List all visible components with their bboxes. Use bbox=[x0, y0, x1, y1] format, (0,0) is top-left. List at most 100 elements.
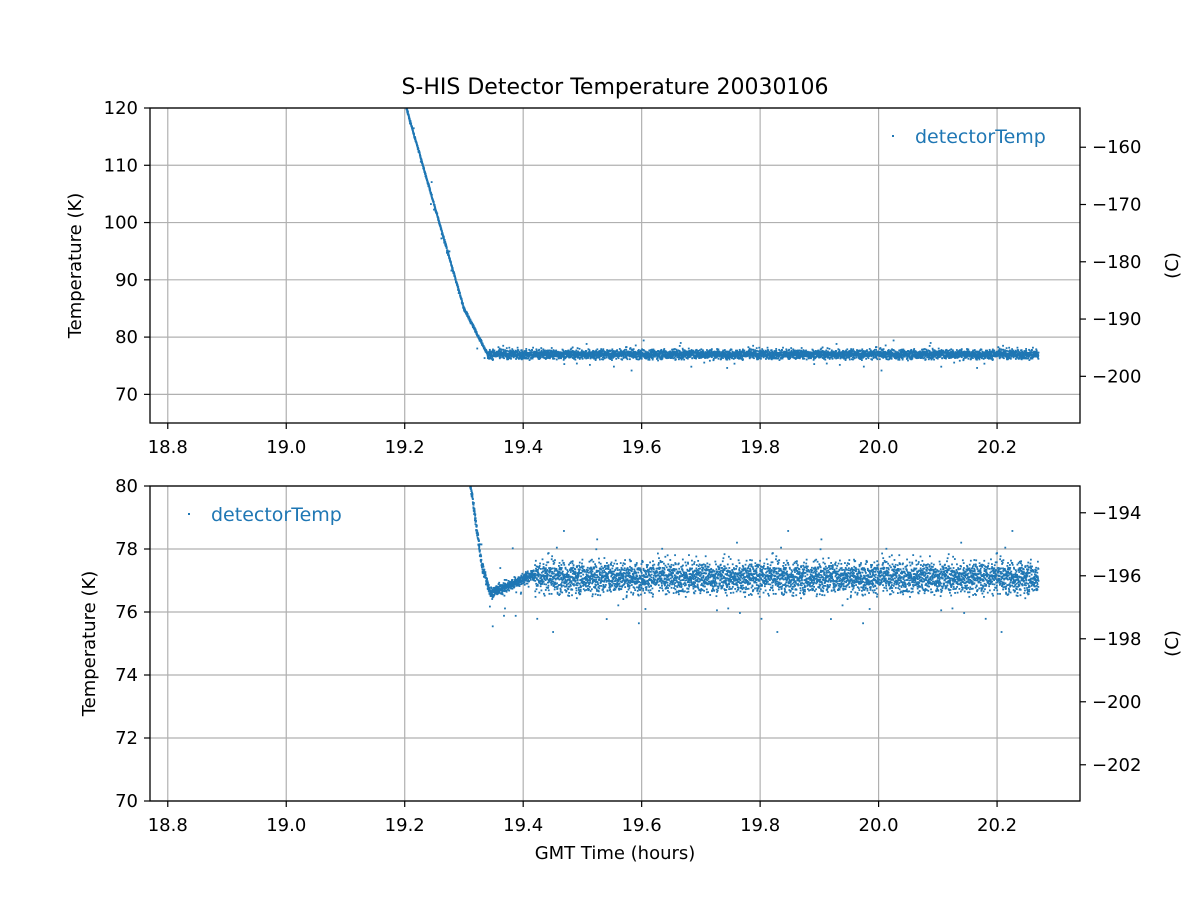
data-point bbox=[838, 363, 841, 366]
data-point bbox=[780, 351, 783, 354]
data-point bbox=[762, 349, 765, 352]
data-point bbox=[571, 353, 573, 355]
data-point bbox=[413, 133, 415, 136]
data-point bbox=[920, 351, 923, 354]
data-point bbox=[708, 359, 711, 362]
data-point bbox=[515, 349, 517, 352]
data-point bbox=[684, 355, 687, 358]
data-point bbox=[736, 353, 738, 355]
data-point bbox=[928, 353, 931, 356]
data-point bbox=[597, 356, 600, 359]
data-point bbox=[593, 356, 596, 359]
data-point bbox=[953, 361, 956, 364]
data-point bbox=[710, 348, 713, 351]
data-point bbox=[421, 163, 424, 166]
data-point bbox=[803, 357, 806, 360]
data-point bbox=[470, 320, 473, 323]
data-point bbox=[730, 348, 733, 351]
data-point bbox=[610, 357, 613, 360]
data-point bbox=[639, 353, 642, 356]
data-point bbox=[998, 355, 1001, 358]
data-point bbox=[624, 348, 626, 351]
data-point bbox=[425, 176, 428, 179]
data-point bbox=[712, 358, 715, 361]
data-point bbox=[498, 349, 501, 351]
data-point bbox=[679, 357, 682, 360]
data-point bbox=[502, 356, 504, 359]
data-point bbox=[582, 351, 585, 353]
data-point bbox=[417, 147, 420, 150]
data-point bbox=[461, 301, 464, 303]
data-point bbox=[668, 356, 670, 358]
data-point bbox=[407, 114, 410, 117]
data-point bbox=[698, 349, 701, 352]
data-point bbox=[914, 356, 917, 359]
data-point bbox=[655, 354, 658, 357]
data-point bbox=[914, 350, 917, 352]
data-point bbox=[794, 357, 796, 359]
data-point bbox=[498, 352, 500, 355]
data-point bbox=[732, 353, 735, 355]
data-point bbox=[1006, 352, 1009, 355]
data-point bbox=[602, 358, 604, 361]
data-point bbox=[831, 357, 834, 360]
data-point bbox=[681, 351, 684, 354]
data-point bbox=[490, 358, 493, 360]
data-point bbox=[781, 357, 784, 360]
data-point bbox=[439, 225, 442, 227]
data-point bbox=[721, 353, 723, 356]
data-point bbox=[555, 351, 558, 354]
data-point bbox=[609, 358, 612, 360]
data-point bbox=[798, 349, 801, 352]
data-point bbox=[842, 355, 845, 358]
data-point bbox=[690, 365, 693, 368]
data-point bbox=[434, 206, 436, 208]
data-point bbox=[911, 356, 914, 358]
data-point bbox=[469, 319, 472, 322]
data-point bbox=[787, 356, 789, 359]
data-point bbox=[577, 356, 580, 359]
data-point bbox=[638, 355, 641, 358]
data-point bbox=[773, 356, 776, 358]
data-point bbox=[1007, 356, 1010, 358]
data-point bbox=[585, 350, 588, 352]
data-point bbox=[921, 356, 924, 359]
data-point bbox=[962, 350, 965, 353]
data-point bbox=[1005, 349, 1008, 352]
data-point bbox=[887, 354, 890, 356]
data-point bbox=[414, 137, 417, 140]
data-point bbox=[543, 350, 546, 353]
data-point bbox=[407, 111, 409, 113]
data-point bbox=[837, 354, 840, 357]
data-point bbox=[602, 352, 605, 355]
data-point bbox=[535, 348, 538, 351]
data-point bbox=[412, 127, 415, 130]
data-point bbox=[879, 347, 882, 349]
data-point bbox=[766, 346, 769, 349]
data-point bbox=[441, 233, 444, 236]
data-point bbox=[699, 352, 702, 355]
data-point bbox=[682, 355, 685, 358]
data-point bbox=[660, 355, 662, 358]
data-point bbox=[928, 350, 931, 353]
data-point bbox=[624, 351, 627, 354]
data-point bbox=[538, 348, 541, 351]
data-point bbox=[698, 351, 701, 354]
data-point bbox=[552, 357, 554, 360]
data-point bbox=[958, 359, 961, 362]
data-point bbox=[414, 139, 417, 141]
data-point bbox=[703, 361, 706, 364]
data-point bbox=[423, 167, 425, 170]
data-point bbox=[777, 351, 780, 354]
data-point bbox=[925, 348, 928, 351]
data-point bbox=[798, 355, 800, 358]
data-point bbox=[802, 349, 805, 352]
data-point bbox=[417, 146, 420, 149]
data-point bbox=[772, 357, 774, 360]
data-point bbox=[492, 358, 494, 361]
data-point bbox=[902, 348, 905, 351]
data-point bbox=[565, 353, 568, 356]
data-point bbox=[790, 354, 792, 357]
data-point bbox=[796, 352, 799, 354]
data-point bbox=[851, 349, 854, 352]
